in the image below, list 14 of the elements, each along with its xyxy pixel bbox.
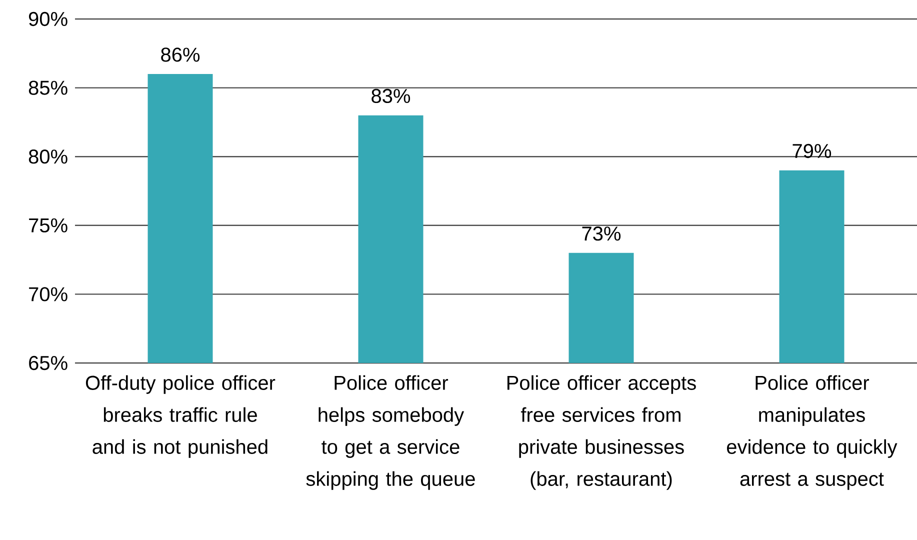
y-tick-label: 65% [29, 356, 68, 370]
y-tick-label: 75% [29, 218, 68, 232]
x-tick-label: Police officer manipulates evidence to quickly arrest a suspect [727, 375, 898, 490]
data-label: 83% [372, 88, 410, 104]
y-tick-label: 70% [29, 287, 68, 302]
y-tick-label: 85% [28, 80, 68, 95]
x-tick-label: Police officer accepts free services from private businesses (bar, restaurant) [507, 375, 696, 490]
data-label: 79% [792, 144, 832, 158]
data-label: 86% [161, 48, 200, 62]
y-tick-label: 90% [28, 12, 68, 26]
y-tick-label: 80% [28, 150, 68, 164]
x-tick-label: Off-duty police officer breaks traffic rule and is not punished [86, 375, 276, 458]
data-label: 73% [582, 226, 621, 241]
x-tick-label: Police officer helps somebody to get a service skipping the queue [306, 375, 475, 490]
